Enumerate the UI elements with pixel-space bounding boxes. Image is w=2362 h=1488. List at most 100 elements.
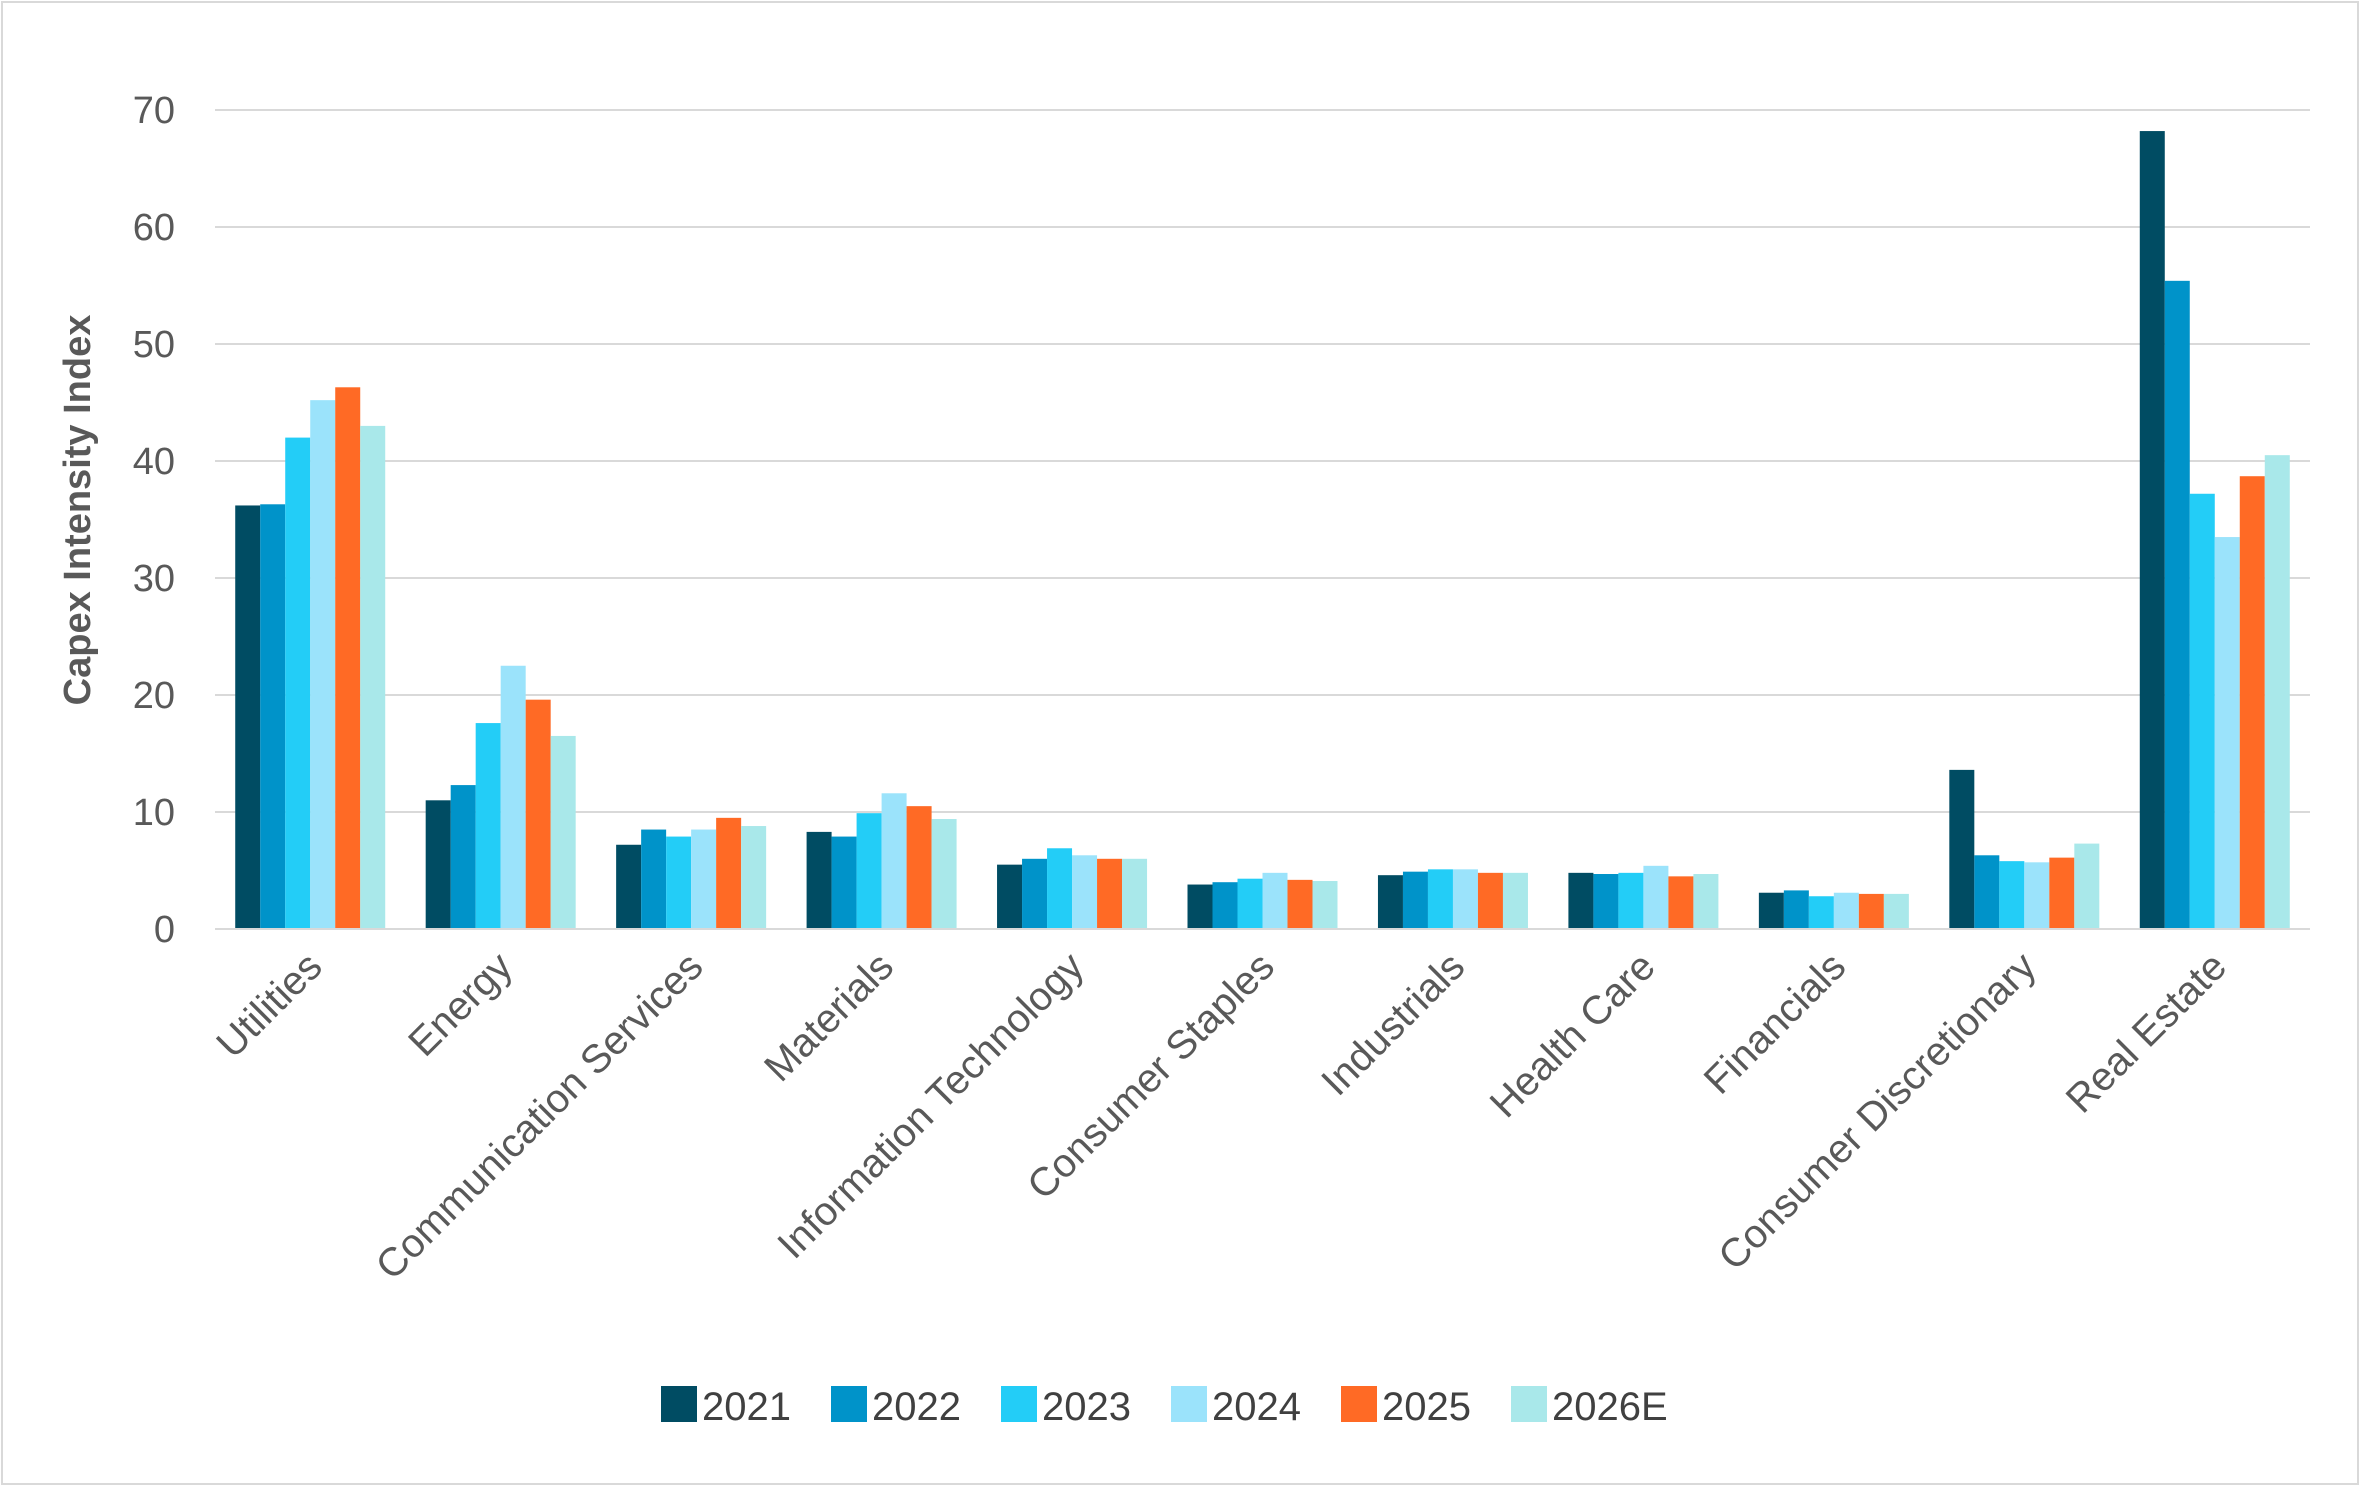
bar-2024-8: [1833, 892, 1859, 929]
bar-2021-6: [1377, 875, 1403, 929]
bar-2026E-0: [360, 425, 386, 929]
y-tick-label: 20: [133, 675, 175, 717]
bar-2023-4: [1047, 848, 1073, 929]
bar-2025-3: [906, 806, 932, 929]
bar-2024-2: [691, 829, 717, 929]
y-tick-label: 0: [154, 909, 175, 951]
bar-2022-0: [260, 504, 286, 929]
bar-2022-8: [1783, 890, 1809, 929]
bar-2021-8: [1758, 892, 1784, 929]
legend-swatch-2022: [831, 1386, 867, 1422]
bar-2023-5: [1237, 878, 1263, 929]
bar-2026E-3: [931, 819, 957, 929]
bars: [235, 131, 2290, 929]
y-tick-label: 50: [133, 324, 175, 366]
bar-2024-7: [1643, 865, 1669, 929]
bar-2023-1: [475, 723, 501, 929]
bar-2025-2: [716, 817, 742, 929]
bar-2021-9: [1949, 769, 1975, 929]
x-category-label: Energy: [400, 944, 521, 1065]
y-tick-label: 10: [133, 792, 175, 834]
legend-label: 2022: [872, 1385, 961, 1429]
bar-2025-0: [335, 387, 361, 929]
legend: 2021 2022 2023 2024 2025 2026E: [661, 1385, 1668, 1429]
bar-2024-5: [1262, 872, 1288, 929]
x-category-label: Financials: [1696, 944, 1854, 1102]
legend-label: 2023: [1042, 1385, 1131, 1429]
bar-2024-4: [1072, 855, 1098, 929]
y-tick-label: 30: [133, 558, 175, 600]
y-axis-label: Capex Intensity Index: [57, 315, 99, 706]
y-tick-label: 60: [133, 207, 175, 249]
bar-2022-6: [1402, 871, 1428, 929]
x-category-label: Consumer Discretionary: [1710, 944, 2044, 1278]
bar-2023-6: [1427, 869, 1453, 929]
bar-2025-10: [2239, 476, 2265, 929]
bar-2026E-6: [1502, 872, 1528, 929]
bar-2026E-5: [1312, 881, 1338, 929]
bar-2024-10: [2214, 537, 2240, 929]
bar-2026E-8: [1883, 893, 1909, 929]
x-category-label: Health Care: [1482, 944, 1664, 1126]
bar-2021-4: [997, 864, 1023, 929]
legend-swatch-2023: [1001, 1386, 1037, 1422]
bar-2025-6: [1477, 872, 1503, 929]
x-category-label: Materials: [756, 944, 902, 1090]
bar-2022-3: [831, 836, 857, 929]
x-category-label: Utilities: [208, 944, 330, 1066]
bar-2024-6: [1452, 869, 1478, 929]
y-tick-label: 40: [133, 441, 175, 483]
bar-2022-7: [1593, 874, 1619, 929]
bar-2023-3: [856, 813, 882, 929]
bar-2025-1: [525, 699, 551, 929]
bar-2026E-2: [741, 826, 767, 929]
legend-label: 2024: [1212, 1385, 1301, 1429]
bar-2021-10: [2139, 131, 2165, 929]
bar-2022-1: [450, 785, 476, 929]
legend-label: 2021: [702, 1385, 791, 1429]
bar-2024-1: [500, 665, 526, 929]
bar-2025-4: [1097, 858, 1123, 929]
bar-2021-1: [425, 800, 451, 929]
bar-2026E-4: [1122, 858, 1148, 929]
bar-2026E-7: [1693, 874, 1719, 929]
legend-swatch-2024: [1171, 1386, 1207, 1422]
bar-2021-2: [616, 844, 642, 929]
bar-2023-7: [1618, 872, 1644, 929]
x-category-label: Information Technology: [769, 944, 1092, 1267]
bar-2024-9: [2024, 862, 2050, 929]
legend-swatch-2025: [1341, 1386, 1377, 1422]
y-tick-label: 70: [133, 90, 175, 132]
bar-2022-2: [641, 829, 667, 929]
bar-2025-7: [1668, 876, 1694, 929]
bar-2025-5: [1287, 879, 1313, 929]
legend-swatch-2026E: [1511, 1386, 1547, 1422]
bar-2022-10: [2164, 280, 2190, 929]
bar-2023-8: [1808, 896, 1834, 929]
bar-2023-10: [2189, 493, 2215, 929]
bar-2026E-10: [2264, 455, 2290, 929]
legend-label: 2026E: [1552, 1385, 1668, 1429]
bar-2024-3: [881, 793, 907, 929]
bar-2022-9: [1974, 855, 2000, 929]
bar-2021-7: [1568, 872, 1594, 929]
x-category-label: Industrials: [1313, 944, 1473, 1104]
bar-2025-8: [1858, 893, 1884, 929]
bar-2022-4: [1022, 858, 1048, 929]
bar-2023-2: [666, 836, 692, 929]
legend-swatch-2021: [661, 1386, 697, 1422]
bar-2026E-1: [550, 735, 576, 929]
x-category-label: Real Estate: [2058, 944, 2235, 1121]
bar-2022-5: [1212, 882, 1238, 929]
bar-2026E-9: [2074, 843, 2100, 929]
legend-label: 2025: [1382, 1385, 1471, 1429]
bar-2025-9: [2049, 857, 2075, 929]
bar-2023-0: [285, 437, 311, 929]
y-axis-ticks: 0 10 20 30 40 50 60 70: [133, 90, 175, 951]
bar-2023-9: [1999, 861, 2025, 929]
bar-2021-0: [235, 505, 261, 929]
bar-2021-5: [1187, 884, 1213, 929]
